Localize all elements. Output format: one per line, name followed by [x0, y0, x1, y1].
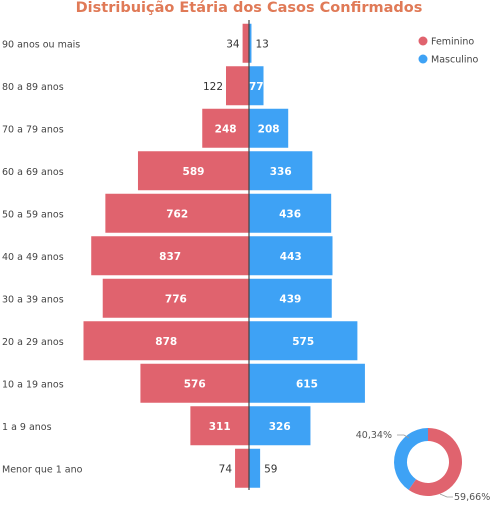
bar-masculino [249, 108, 289, 148]
category-label: 1 a 9 anos [2, 422, 52, 433]
bar-feminino [202, 108, 249, 148]
bar-feminino [235, 448, 249, 488]
bar-feminino [140, 363, 249, 403]
bar-masculino [249, 448, 261, 488]
data-label-feminino: 576 [184, 378, 206, 390]
legend-marker [418, 36, 428, 46]
data-label-masculino: 575 [292, 336, 314, 348]
data-label-feminino: 762 [166, 208, 188, 220]
bar-masculino [249, 236, 333, 276]
data-label-feminino: 311 [209, 421, 231, 433]
donut-leader-line [439, 493, 453, 498]
category-label: 70 a 79 anos [2, 124, 64, 135]
bar-feminino [190, 406, 249, 446]
data-label-masculino: 436 [279, 208, 301, 220]
data-label-masculino: 615 [296, 378, 318, 390]
bar-feminino [226, 66, 249, 106]
bar-feminino [105, 193, 249, 233]
data-label-masculino: 59 [264, 463, 277, 475]
data-label-feminino: 878 [155, 336, 177, 348]
data-label-feminino: 122 [203, 81, 223, 93]
donut-label-masculino: 40,34% [356, 430, 392, 441]
bar-masculino [249, 193, 332, 233]
data-label-masculino: 336 [270, 166, 292, 178]
donut-slice-masculino [394, 428, 428, 490]
category-label: 80 a 89 anos [2, 82, 64, 93]
bar-masculino [249, 406, 311, 446]
data-label-masculino: 13 [255, 38, 268, 50]
bar-feminino [137, 151, 249, 191]
category-label: 90 anos ou mais [2, 39, 80, 50]
data-label-masculino: 443 [280, 251, 302, 263]
bar-masculino [249, 363, 365, 403]
bar-masculino [249, 151, 313, 191]
data-label-feminino: 248 [215, 123, 237, 135]
category-label: 60 a 69 anos [2, 167, 64, 178]
bar-masculino [249, 321, 358, 361]
donut-slice-feminino [408, 428, 462, 496]
category-label: 10 a 19 anos [2, 379, 64, 390]
bar-feminino [91, 236, 250, 276]
bar-feminino [83, 321, 249, 361]
donut-leader-line [397, 434, 410, 439]
bar-masculino [249, 278, 332, 318]
bar-masculino [249, 23, 252, 63]
data-label-feminino: 589 [183, 166, 205, 178]
chart-title: Distribuição Etária dos Casos Confirmado… [75, 0, 423, 16]
data-label-masculino: 208 [258, 123, 280, 135]
data-label-masculino: 439 [279, 293, 301, 305]
data-label-masculino: 326 [269, 421, 291, 433]
category-label: 50 a 59 anos [2, 209, 64, 220]
legend-marker [418, 54, 428, 64]
category-label: Menor que 1 ano [2, 464, 83, 475]
category-label: 30 a 39 anos [2, 294, 64, 305]
data-label-masculino: 77 [249, 81, 264, 93]
category-label: 40 a 49 anos [2, 252, 64, 263]
data-label-feminino: 837 [159, 251, 181, 263]
bar-feminino [242, 23, 249, 63]
data-label-feminino: 74 [219, 463, 233, 475]
bar-masculino [249, 66, 264, 106]
data-label-feminino: 776 [165, 293, 187, 305]
donut-label-feminino: 59,66% [454, 492, 490, 503]
data-label-feminino: 34 [226, 38, 240, 50]
category-label: 20 a 29 anos [2, 337, 64, 348]
legend-label: Masculino [431, 55, 479, 66]
bar-feminino [102, 278, 249, 318]
legend-label: Feminino [431, 37, 474, 48]
